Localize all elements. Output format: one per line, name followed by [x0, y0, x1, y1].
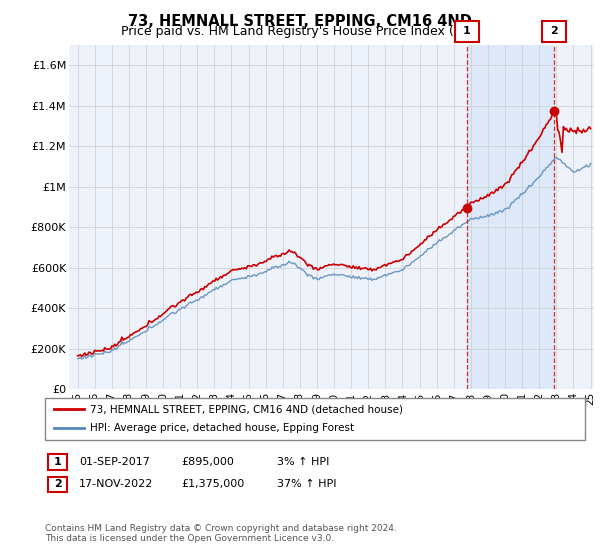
Text: 01-SEP-2017: 01-SEP-2017 [79, 457, 150, 467]
Text: 37% ↑ HPI: 37% ↑ HPI [277, 479, 337, 489]
Text: 1: 1 [463, 26, 470, 36]
Text: Price paid vs. HM Land Registry's House Price Index (HPI): Price paid vs. HM Land Registry's House … [121, 25, 479, 38]
Text: £1,375,000: £1,375,000 [181, 479, 244, 489]
Text: 73, HEMNALL STREET, EPPING, CM16 4ND: 73, HEMNALL STREET, EPPING, CM16 4ND [128, 14, 472, 29]
Text: 73, HEMNALL STREET, EPPING, CM16 4ND (detached house): 73, HEMNALL STREET, EPPING, CM16 4ND (de… [90, 404, 403, 414]
Bar [467, 45, 554, 389]
Text: £895,000: £895,000 [181, 457, 234, 467]
Text: 3% ↑ HPI: 3% ↑ HPI [277, 457, 329, 467]
Text: 2: 2 [550, 26, 558, 36]
Text: Contains HM Land Registry data © Crown copyright and database right 2024.
This d: Contains HM Land Registry data © Crown c… [45, 524, 397, 543]
Text: 1: 1 [54, 457, 61, 467]
Text: HPI: Average price, detached house, Epping Forest: HPI: Average price, detached house, Eppi… [90, 423, 354, 433]
Text: 17-NOV-2022: 17-NOV-2022 [79, 479, 154, 489]
Text: 2: 2 [54, 479, 61, 489]
